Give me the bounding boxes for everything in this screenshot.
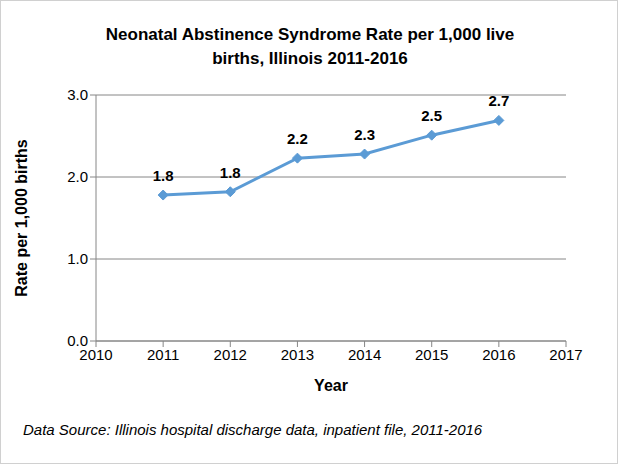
svg-text:2.0: 2.0 xyxy=(67,168,88,185)
html-text:Data Source: Illinois hospital: Data Source: Illinois hospital discharge… xyxy=(23,421,483,438)
svg-text:2014: 2014 xyxy=(348,346,381,363)
svg-text:2010: 2010 xyxy=(79,345,113,363)
svg-text:2.2: 2.2 xyxy=(287,130,308,147)
svg-text:2011: 2011 xyxy=(147,346,179,363)
svg-text:2.5: 2.5 xyxy=(421,107,442,124)
svg-text:2016: 2016 xyxy=(482,346,515,363)
svg-text:1.8: 1.8 xyxy=(153,167,174,184)
svg-text:1.0: 1.0 xyxy=(67,250,88,267)
svg-text:2.7: 2.7 xyxy=(488,92,509,109)
svg-text:0.0: 0.0 xyxy=(67,332,88,349)
svg-text:2.3: 2.3 xyxy=(354,126,375,143)
html-text:Neonatal Abstinence Syndrome R: Neonatal Abstinence Syndrome Rate per 1,… xyxy=(105,25,515,68)
svg-text:Rate per 1,000 births: Rate per 1,000 births xyxy=(13,139,30,297)
svg-text:2012: 2012 xyxy=(214,346,247,363)
svg-text:2015: 2015 xyxy=(415,346,448,363)
svg-text:Year: Year xyxy=(314,377,348,394)
svg-text:1.8: 1.8 xyxy=(220,164,241,181)
svg-text:3.0: 3.0 xyxy=(67,86,88,103)
svg-text:2013: 2013 xyxy=(281,346,314,363)
svg-text:2017: 2017 xyxy=(549,346,582,363)
